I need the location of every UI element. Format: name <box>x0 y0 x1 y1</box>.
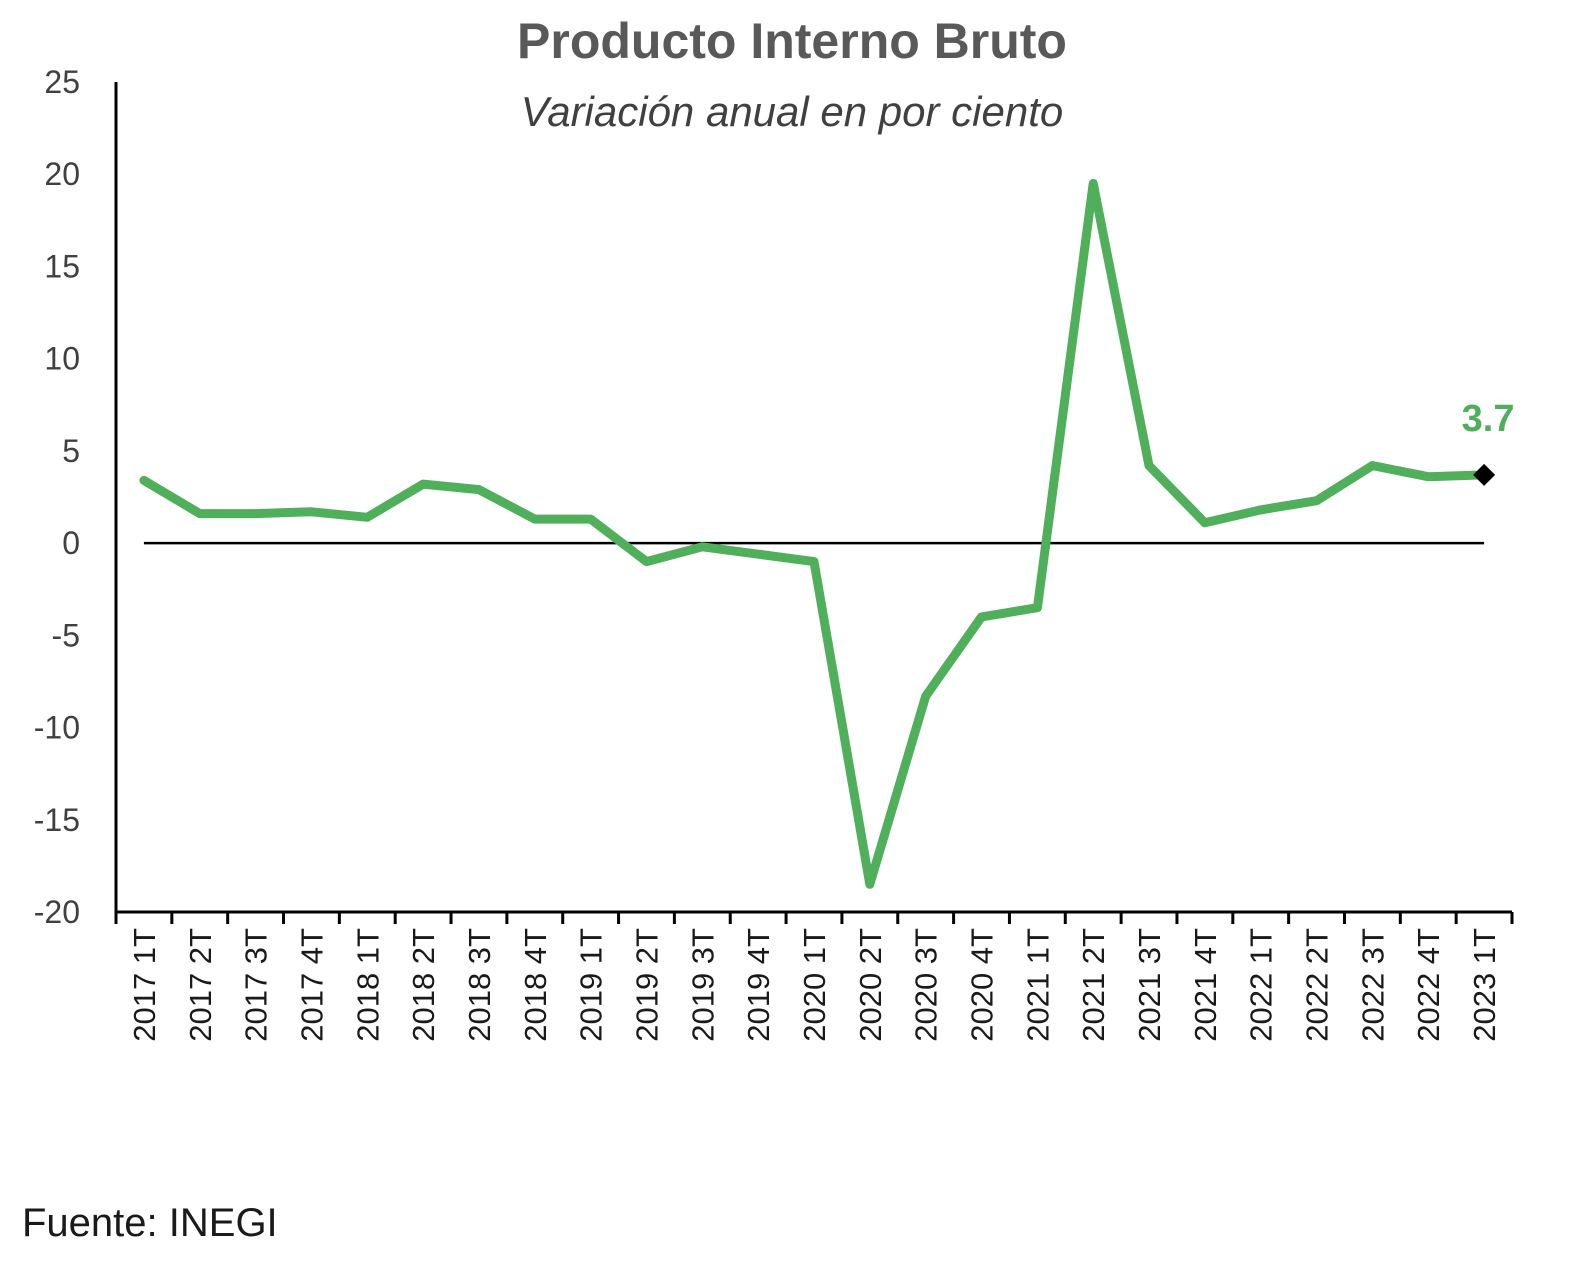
x-tick-label: 2020 3T <box>909 928 944 1042</box>
x-tick-label: 2017 3T <box>239 928 274 1042</box>
x-tick-label: 2019 4T <box>741 928 776 1042</box>
last-point-marker <box>1473 463 1496 486</box>
x-tick-label: 2020 1T <box>797 928 832 1042</box>
x-tick-label: 2018 2T <box>406 928 441 1042</box>
x-tick-label: 2018 3T <box>462 928 497 1042</box>
x-tick-label: 2022 3T <box>1355 928 1390 1042</box>
x-axis-ticks: 2017 1T 2017 2T 2017 3T 2017 4T 2018 1T 2018 … <box>127 928 1502 1042</box>
x-tick-label: 2022 2T <box>1300 928 1335 1042</box>
y-axis-ticks: 25 20 15 10 5 0 -5 -10 -15 -20 <box>34 64 80 930</box>
source-note: Fuente: INEGI <box>22 1201 278 1245</box>
y-tick-label: -5 <box>52 617 80 653</box>
y-tick-label: 15 <box>44 248 80 284</box>
x-tick-label: 2018 4T <box>518 928 553 1042</box>
y-tick-label: 25 <box>44 64 80 100</box>
axes <box>114 82 1514 924</box>
y-tick-label: -15 <box>34 802 80 838</box>
y-tick-label: 0 <box>62 525 80 561</box>
x-tick-label: 2019 1T <box>574 928 609 1042</box>
series-line <box>139 178 1489 889</box>
x-tick-label: 2018 1T <box>350 928 385 1042</box>
x-tick-label: 2021 2T <box>1076 928 1111 1042</box>
y-tick-label: -10 <box>34 710 80 746</box>
x-tick-label: 2021 3T <box>1132 928 1167 1042</box>
x-tick-label: 2020 4T <box>965 928 1000 1042</box>
chart-subtitle: Variación anual en por ciento <box>521 88 1063 135</box>
x-tick-label: 2021 1T <box>1020 928 1055 1042</box>
y-tick-label: 5 <box>62 433 80 469</box>
x-tick-label: 2022 1T <box>1244 928 1279 1042</box>
x-tick-label: 2021 4T <box>1188 928 1223 1042</box>
x-tick-label: 2023 1T <box>1467 928 1502 1042</box>
y-tick-label: 10 <box>44 341 80 377</box>
x-tick-label: 2019 2T <box>629 928 664 1042</box>
x-tick-label: 2017 4T <box>294 928 329 1042</box>
y-tick-label: -20 <box>34 894 80 930</box>
y-tick-label: 20 <box>44 156 80 192</box>
x-tick-label: 2017 2T <box>183 928 218 1042</box>
chart-title: Producto Interno Bruto <box>517 13 1067 69</box>
x-tick-label: 2019 3T <box>685 928 720 1042</box>
x-tick-label: 2017 1T <box>127 928 162 1042</box>
series-group <box>139 178 1496 889</box>
x-tick-label: 2020 2T <box>853 928 888 1042</box>
last-value-label: 3.7 <box>1462 398 1515 440</box>
x-tick-label: 2022 4T <box>1411 928 1446 1042</box>
